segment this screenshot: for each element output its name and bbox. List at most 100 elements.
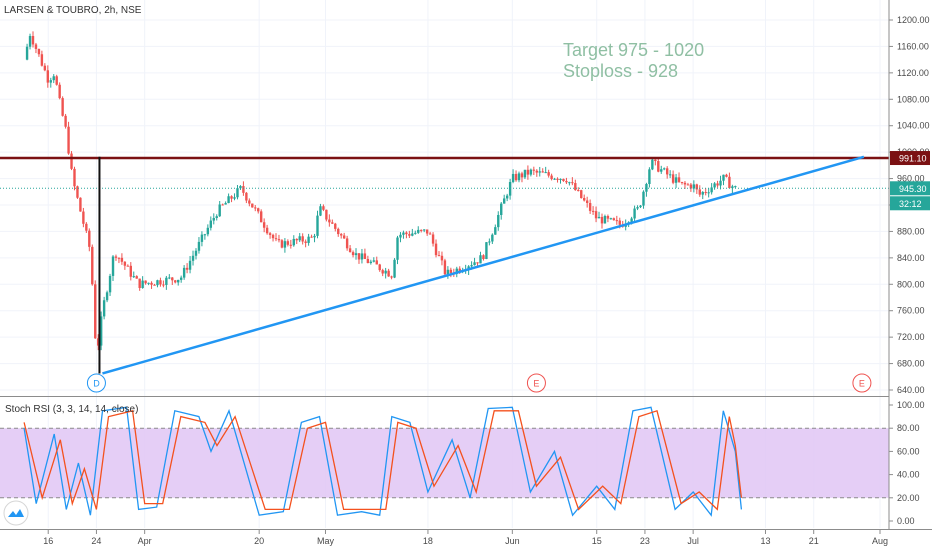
stoch-rsi-axis[interactable]: 100.00 80.00 60.00 40.00 20.00 0.00 bbox=[889, 400, 925, 526]
x-tick-label: May bbox=[317, 536, 335, 546]
candle-body bbox=[603, 215, 607, 224]
x-tick-label: 24 bbox=[91, 536, 101, 546]
candle-body bbox=[79, 197, 82, 212]
candle-body bbox=[683, 182, 687, 185]
event-marker bbox=[86, 373, 106, 393]
last-price-tag: 945.30 bbox=[899, 184, 927, 194]
y-tick-label: 720.00 bbox=[897, 332, 925, 342]
candle-body bbox=[218, 204, 221, 217]
candle-body bbox=[494, 227, 497, 235]
candle-body bbox=[458, 268, 461, 272]
candle-body bbox=[393, 259, 396, 278]
candle-body bbox=[82, 211, 85, 224]
candle-body bbox=[597, 216, 601, 219]
candle-body bbox=[188, 260, 192, 270]
target-annotation[interactable]: Target 975 - 1020 bbox=[563, 40, 704, 60]
candle-body bbox=[630, 218, 633, 223]
candle-body bbox=[470, 265, 473, 267]
candle-body bbox=[209, 220, 213, 228]
rsi-tick-label: 0.00 bbox=[897, 516, 915, 526]
candle-body bbox=[553, 178, 556, 180]
time-axis[interactable]: 16 24 Apr 20 May 18 Jun 15 23 Jul 13 21 Aug bbox=[43, 530, 888, 546]
candle-body bbox=[159, 280, 162, 285]
candle-body bbox=[70, 153, 73, 169]
candle-body bbox=[689, 184, 693, 189]
candle-body bbox=[535, 170, 538, 173]
candle-body bbox=[310, 236, 313, 238]
event-marker-label: E bbox=[859, 379, 865, 389]
candle-body bbox=[615, 220, 619, 222]
candle-body bbox=[414, 232, 417, 234]
candle-body bbox=[46, 70, 50, 83]
candle-body bbox=[728, 176, 731, 189]
candle-body bbox=[701, 192, 704, 195]
candle-body bbox=[334, 223, 337, 229]
candle-body bbox=[713, 183, 716, 188]
price-axis[interactable]: 640.00 680.00 720.00 760.00 800.00 840.00 880.… bbox=[889, 15, 930, 395]
x-tick-label: 18 bbox=[423, 536, 433, 546]
candle-body bbox=[96, 338, 100, 346]
stoch-rsi-d-line bbox=[23, 409, 743, 511]
candle-body bbox=[248, 200, 251, 204]
y-tick-label: 760.00 bbox=[897, 306, 925, 316]
candle-body bbox=[541, 171, 544, 173]
candle-body bbox=[230, 196, 233, 199]
candle-body bbox=[108, 275, 112, 293]
x-tick-label: Jun bbox=[505, 536, 520, 546]
candle-body bbox=[144, 280, 147, 284]
candle-body bbox=[565, 180, 568, 183]
candle-body bbox=[257, 208, 260, 212]
candle-body bbox=[425, 229, 429, 234]
candle-body bbox=[171, 277, 174, 281]
candle-body bbox=[417, 229, 420, 233]
candle-body bbox=[680, 181, 684, 183]
candle-body bbox=[695, 184, 699, 190]
stoploss-annotation[interactable]: Stoploss - 928 bbox=[563, 61, 678, 81]
candle-body bbox=[153, 284, 156, 286]
candle-body bbox=[434, 243, 438, 256]
candle-body bbox=[197, 241, 201, 251]
candle-body bbox=[707, 192, 710, 194]
candle-body bbox=[704, 192, 707, 194]
rsi-tick-label: 100.00 bbox=[897, 400, 925, 410]
candle-body bbox=[618, 220, 621, 225]
candle-body bbox=[262, 222, 266, 228]
y-tick-label: 1080.00 bbox=[897, 94, 930, 104]
candle-body bbox=[532, 169, 536, 171]
candle-body bbox=[674, 177, 678, 183]
candle-body bbox=[517, 173, 521, 181]
candle-body bbox=[331, 222, 334, 224]
y-tick-label: 1160.00 bbox=[897, 41, 929, 51]
candle-body bbox=[488, 241, 491, 243]
rsi-tick-label: 80.00 bbox=[897, 423, 920, 433]
candle-body bbox=[502, 198, 506, 204]
candle-body bbox=[150, 282, 153, 285]
candle-body bbox=[606, 215, 610, 219]
candle-body bbox=[120, 257, 124, 262]
candle-body bbox=[73, 168, 76, 187]
candle-body bbox=[286, 241, 290, 245]
candle-body bbox=[135, 276, 138, 279]
candle-body bbox=[251, 203, 254, 208]
candle-body bbox=[411, 233, 414, 236]
candle-body bbox=[337, 228, 340, 235]
candle-body bbox=[716, 183, 719, 186]
tradingview-logo-icon[interactable] bbox=[3, 500, 29, 526]
candle-body bbox=[268, 233, 272, 235]
candle-body bbox=[162, 284, 165, 286]
candle-body bbox=[381, 270, 384, 274]
indicator-title: Stoch RSI (3, 3, 14, 14, close) bbox=[5, 404, 138, 415]
candle-body bbox=[446, 269, 450, 275]
price-tags: 991.10 945.30 32:12 bbox=[890, 151, 930, 211]
candle-body bbox=[437, 255, 441, 257]
candle-body bbox=[58, 84, 61, 99]
ascending-trendline[interactable] bbox=[102, 155, 865, 375]
y-tick-label: 1120.00 bbox=[897, 68, 929, 78]
candle-body bbox=[274, 238, 278, 240]
candle-body bbox=[428, 233, 432, 235]
candle-body bbox=[316, 215, 319, 236]
candle-body bbox=[328, 219, 331, 223]
candle-body bbox=[301, 236, 304, 242]
